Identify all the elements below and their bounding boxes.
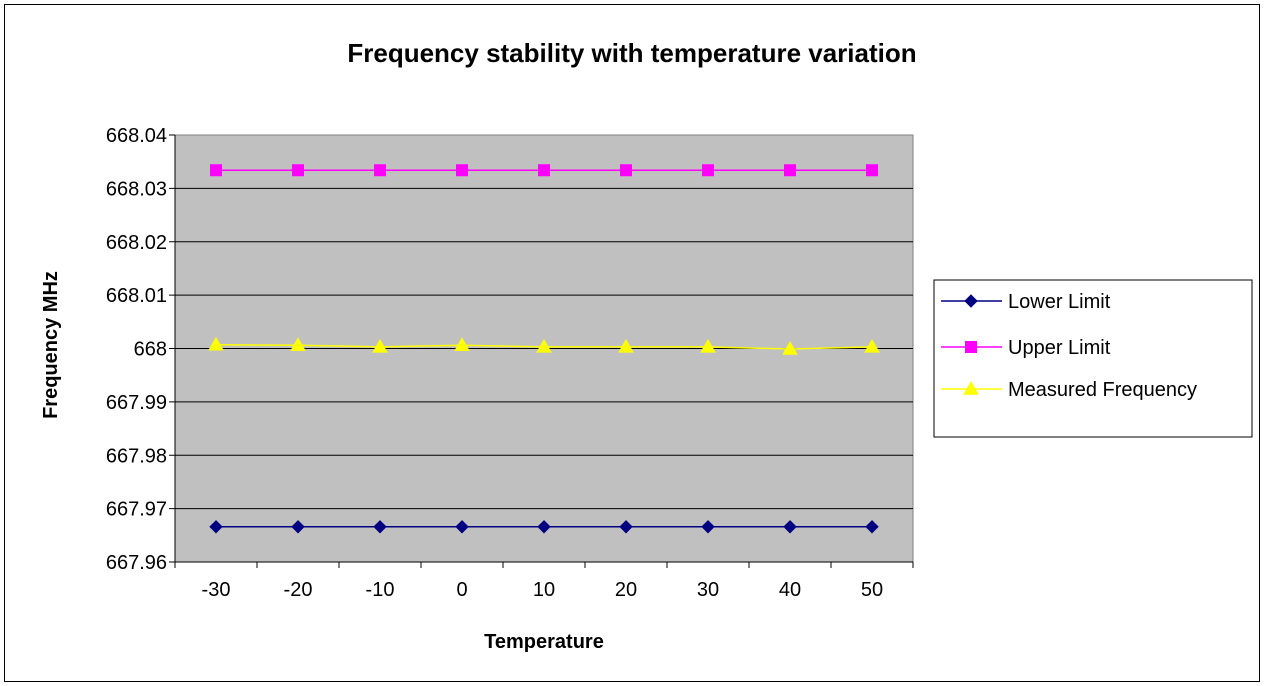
data-point	[701, 520, 715, 534]
y-tick-label: 668.04	[106, 125, 167, 147]
data-point	[619, 520, 633, 534]
data-point	[209, 520, 223, 534]
data-point	[536, 338, 552, 353]
legend-marker	[965, 341, 977, 353]
x-tick-label: -10	[366, 579, 395, 601]
data-point	[374, 164, 386, 177]
data-point	[864, 338, 880, 353]
x-tick-label: 10	[533, 579, 555, 601]
data-point	[292, 164, 304, 177]
y-tick-label: 668	[134, 339, 167, 361]
y-tick-label: 667.96	[106, 552, 167, 574]
data-point	[620, 164, 632, 177]
legend-entry: Upper Limit	[941, 337, 1111, 359]
data-point	[537, 520, 551, 534]
x-axis-label: Temperature	[484, 631, 604, 653]
data-point	[866, 164, 878, 177]
x-tick-label: 50	[861, 579, 883, 601]
x-tick-label: -30	[202, 579, 231, 601]
data-point	[538, 164, 550, 177]
data-point	[290, 337, 306, 352]
data-point	[702, 164, 714, 177]
series-upper-limit	[210, 164, 878, 177]
data-point	[784, 164, 796, 177]
data-point	[865, 520, 879, 534]
data-point	[454, 337, 470, 352]
data-point	[455, 520, 469, 534]
y-tick-label: 668.03	[106, 178, 167, 200]
legend-label: Upper Limit	[1008, 337, 1111, 359]
axes: 667.96 667.97 667.98 667.99 668 668.01 668.02 6…	[106, 125, 914, 601]
legend-items: Lower Limit Upper Limit Measured Frequency	[941, 291, 1197, 401]
legend-entry: Lower Limit	[941, 291, 1111, 313]
data-point	[210, 164, 222, 177]
legend-marker	[963, 380, 979, 395]
y-tick-label: 668.02	[106, 232, 167, 254]
data-point	[456, 164, 468, 177]
series-measured-frequency	[208, 336, 880, 355]
legend	[933, 279, 1253, 438]
data-point	[291, 520, 305, 534]
x-tick-label: 20	[615, 579, 637, 601]
x-tick-label: 40	[779, 579, 801, 601]
data-point	[372, 338, 388, 353]
legend-marker	[964, 294, 978, 308]
data-point	[618, 338, 634, 353]
series-lower-limit	[209, 520, 879, 534]
legend-label: Measured Frequency	[1008, 379, 1197, 401]
data-point	[373, 520, 387, 534]
series-layer	[208, 164, 880, 534]
x-tick-label: -20	[284, 579, 313, 601]
y-axis-label: Frequency MHz	[40, 271, 62, 419]
y-tick-label: 667.98	[106, 445, 167, 467]
y-tick-label: 667.97	[106, 499, 167, 521]
y-tick-label: 668.01	[106, 285, 167, 307]
y-tick-label: 667.99	[106, 392, 167, 414]
data-point	[782, 341, 798, 355]
data-point	[208, 336, 224, 351]
x-tick-label: 30	[697, 579, 719, 601]
data-point	[783, 520, 797, 534]
x-tick-label: 0	[456, 579, 467, 601]
legend-entry: Measured Frequency	[941, 379, 1197, 401]
data-point	[700, 338, 716, 353]
chart-title: Frequency stability with temperature var…	[347, 38, 916, 68]
legend-label: Lower Limit	[1008, 291, 1111, 313]
